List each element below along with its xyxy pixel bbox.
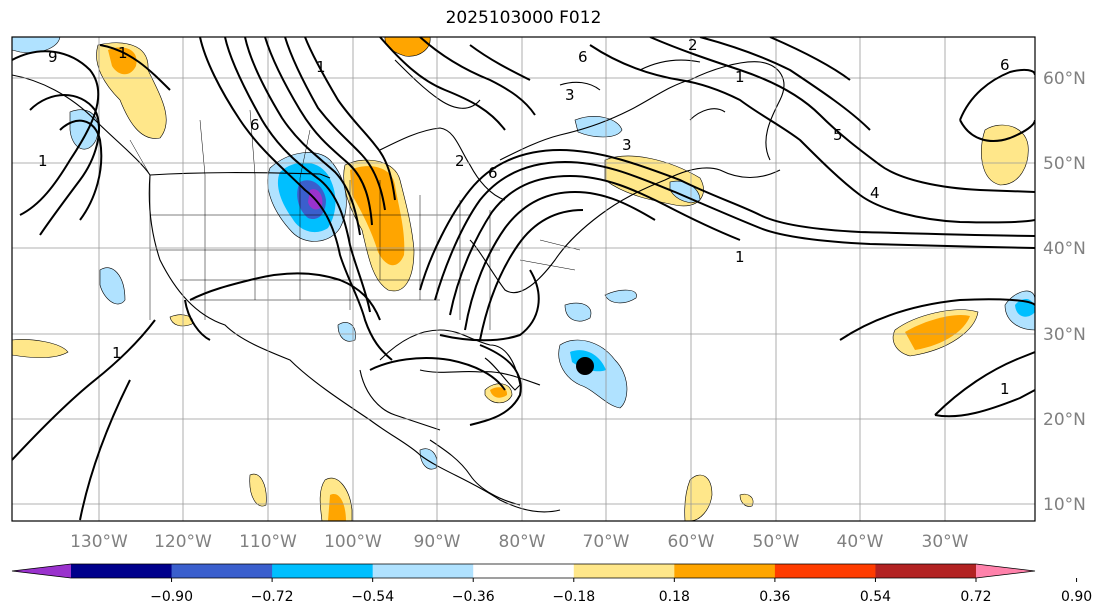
contour-label: 1: [316, 58, 326, 76]
map-background: [12, 37, 1035, 521]
lon-label: 70°W: [583, 532, 630, 552]
contour-label: 6: [578, 48, 588, 66]
shade-patch: [419, 448, 438, 470]
storm-center-marker: [576, 357, 594, 375]
shade-patch: [564, 302, 592, 322]
contour-label: 6: [250, 116, 260, 134]
colorbar-segment: [774, 564, 876, 578]
lat-label: 30°N: [1043, 325, 1086, 345]
contour-label: 1: [1000, 380, 1010, 398]
lon-label: 60°W: [668, 532, 715, 552]
lat-labels: 60°N 50°N 40°N 30°N 20°N 10°N: [1043, 69, 1086, 515]
colorbar-segment: [573, 564, 675, 578]
lon-label: 120°W: [154, 532, 212, 552]
contour-label: 1: [735, 248, 745, 266]
lat-label: 20°N: [1043, 410, 1086, 430]
contour-label: 1: [112, 344, 122, 362]
colorbar-extend-high: [976, 564, 1035, 578]
shade-patch: [12, 339, 69, 358]
shade-patch: [99, 267, 126, 305]
contour-label: 1: [735, 68, 745, 86]
contour-label: 1: [118, 44, 128, 62]
colorbar-label: −0.36: [452, 589, 495, 605]
colorbar-outline: [11, 563, 1036, 579]
contour-label: 6: [1000, 56, 1010, 74]
colorbar-label: −0.90: [150, 589, 193, 605]
shade-patch: [169, 314, 193, 327]
colorbar-label: 0.90: [1061, 589, 1092, 605]
contour-label: 2: [688, 36, 698, 54]
lon-label: 40°W: [837, 532, 884, 552]
colorbar-segment: [272, 564, 374, 578]
colorbar-label: −0.18: [552, 589, 595, 605]
coastline-layer: [12, 59, 785, 513]
colorbar-label: 0.54: [860, 589, 891, 605]
colorbar-label: 0.36: [759, 589, 790, 605]
contour-label: 3: [622, 136, 632, 154]
shade-patch: [574, 116, 623, 138]
lon-label: 110°W: [239, 532, 297, 552]
colorbar-label: −0.72: [251, 589, 294, 605]
colorbar-segment: [372, 564, 474, 578]
shade-patch: [739, 493, 754, 507]
shade-patch: [108, 47, 137, 75]
shade-patch: [337, 322, 356, 342]
lon-label: 30°W: [922, 532, 969, 552]
colorbar-label: 0.18: [659, 589, 690, 605]
colorbar-segment: [171, 564, 273, 578]
colorbar-label: 0.72: [960, 589, 991, 605]
grid-layer: [12, 37, 1035, 521]
contour-label: 9: [48, 48, 58, 66]
shade-patch: [328, 494, 346, 521]
contour-label: 6: [488, 164, 498, 182]
contour-label: 4: [870, 184, 880, 202]
shade-patch: [905, 314, 970, 350]
lat-label: 50°N: [1043, 154, 1086, 174]
lon-label: 80°W: [499, 532, 546, 552]
contour-layer: [12, 37, 1035, 521]
colorbar: −0.90 −0.72 −0.54 −0.36 −0.18 0.18 0.36 0.54 0.7…: [11, 563, 1092, 605]
shade-patch: [684, 474, 713, 521]
shade-patch: [490, 387, 508, 398]
colorbar-label: −0.54: [351, 589, 394, 605]
shade-patch: [249, 473, 267, 507]
colorbar-segment: [674, 564, 776, 578]
shade-patch: [350, 166, 405, 266]
colorbar-segment: [473, 564, 575, 578]
lon-labels: 130°W 120°W 110°W 100°W 90°W 80°W 70°W 6…: [70, 532, 969, 552]
map-title: 2025103000 F012: [445, 8, 602, 28]
lat-label: 40°N: [1043, 239, 1086, 259]
map-frame: [11, 36, 1036, 522]
lon-label: 130°W: [70, 532, 128, 552]
contour-label: 5: [833, 126, 843, 144]
lat-label: 60°N: [1043, 69, 1086, 89]
lon-label: 100°W: [324, 532, 382, 552]
colorbar-segment: [875, 564, 977, 578]
contour-label: 3: [565, 86, 575, 104]
colorbar-segment: [71, 564, 173, 578]
contour-label: 1: [38, 152, 48, 170]
shade-patch: [69, 109, 99, 150]
lat-label: 10°N: [1043, 495, 1086, 515]
contour-labels: 1 1 6 1 3 1 2 5 4 1 1 1 6 6 6 2 3 9: [38, 36, 1010, 398]
lon-label: 50°W: [753, 532, 800, 552]
contour-label: 2: [455, 152, 465, 170]
lon-label: 90°W: [414, 532, 461, 552]
colorbar-extend-low: [12, 564, 71, 578]
shade-patch: [604, 289, 637, 304]
